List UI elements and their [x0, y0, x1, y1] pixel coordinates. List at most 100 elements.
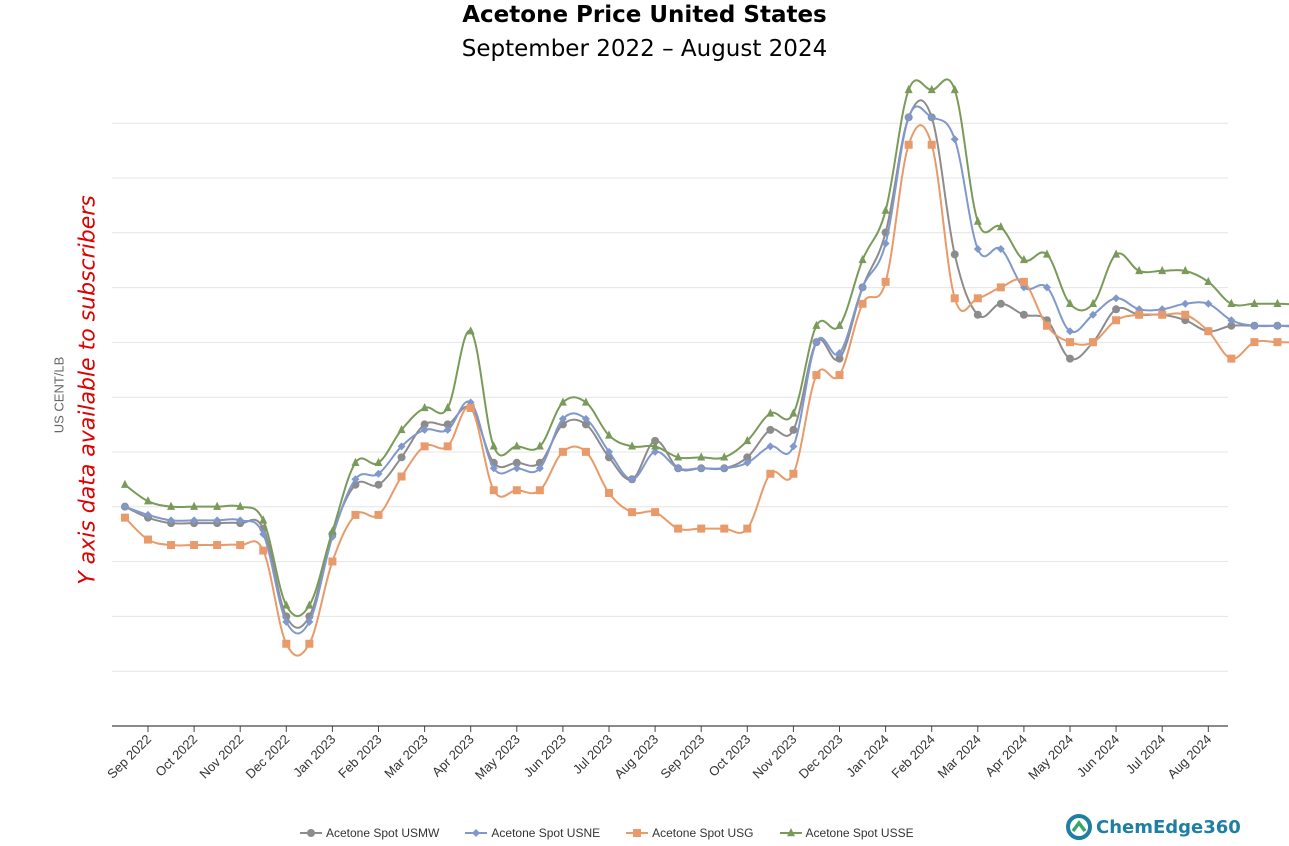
data-point	[720, 464, 729, 473]
data-point	[351, 457, 360, 466]
data-point	[535, 441, 544, 450]
data-point	[581, 397, 590, 406]
data-point	[236, 516, 245, 525]
data-point	[1227, 321, 1236, 330]
legend-item[interactable]: Acetone Spot USSE	[779, 826, 914, 840]
data-point	[605, 488, 613, 497]
data-point	[766, 442, 775, 451]
data-point	[628, 475, 637, 484]
y-axis-label: US CENT/LB	[51, 356, 67, 434]
data-point	[904, 140, 913, 149]
data-point	[374, 457, 383, 466]
series-acetone-spot-usne	[120, 105, 1289, 635]
data-point	[397, 424, 406, 434]
data-point	[697, 452, 706, 461]
legend-marker-icon	[626, 829, 649, 837]
x-tick-label: Apr 2023	[429, 732, 477, 780]
data-point	[374, 469, 383, 478]
data-point	[512, 441, 521, 450]
data-point	[1066, 298, 1074, 307]
data-point	[1112, 305, 1121, 314]
data-point	[535, 464, 544, 473]
subscriber-note: Y axis data available to subscribers	[75, 195, 101, 585]
data-point	[858, 283, 867, 292]
x-tick-label: Mar 2023	[381, 732, 430, 781]
data-point	[950, 250, 959, 259]
data-point	[420, 420, 429, 429]
data-point	[558, 447, 567, 456]
x-tick-label: Jun 2023	[521, 732, 569, 780]
data-point	[213, 501, 222, 510]
data-point	[259, 515, 268, 524]
data-point	[766, 425, 775, 434]
data-point	[973, 244, 982, 253]
data-point	[743, 524, 752, 533]
series-line	[124, 99, 1289, 629]
x-tick-label: May 2024	[1025, 732, 1076, 783]
data-point	[443, 402, 452, 412]
data-point	[443, 420, 452, 429]
gridlines	[112, 122, 1228, 672]
data-point	[904, 113, 913, 122]
data-point	[628, 508, 637, 517]
data-point	[1250, 298, 1259, 307]
chart-subtitle: September 2022 – August 2024	[461, 36, 828, 62]
data-point	[144, 535, 152, 544]
data-point	[581, 414, 590, 423]
x-tick-label: Feb 2023	[335, 732, 384, 781]
data-point	[766, 469, 775, 478]
data-point	[167, 501, 176, 510]
data-point	[1250, 338, 1259, 347]
data-point	[789, 408, 798, 417]
x-tick-label: Sep 2023	[657, 732, 707, 782]
data-point	[789, 442, 798, 451]
data-point	[950, 135, 959, 144]
x-tick-label: Jan 2024	[843, 732, 891, 780]
legend-item[interactable]: Acetone Spot USMW	[300, 826, 439, 840]
data-point	[651, 436, 660, 445]
data-point	[812, 320, 821, 329]
data-point	[236, 501, 245, 510]
data-point	[743, 453, 752, 462]
data-point	[858, 299, 867, 308]
data-point	[1250, 321, 1259, 330]
data-point	[1204, 299, 1213, 308]
legend-item[interactable]: Acetone Spot USNE	[465, 826, 600, 840]
data-point	[443, 425, 452, 434]
legend-item[interactable]: Acetone Spot USG	[626, 826, 754, 840]
data-point	[144, 510, 152, 519]
legend-marker-icon	[465, 829, 488, 837]
x-tick-label: Nov 2022	[196, 732, 246, 782]
data-point	[789, 469, 798, 478]
data-point	[1112, 316, 1121, 325]
data-point	[1089, 298, 1098, 307]
data-point	[1089, 310, 1098, 319]
series-acetone-spot-usse	[120, 78, 1289, 618]
data-point	[1019, 254, 1028, 264]
data-point	[489, 486, 498, 495]
legend-label: Acetone Spot USNE	[491, 826, 601, 840]
data-point	[512, 486, 521, 495]
x-tick-label: Oct 2022	[152, 732, 200, 780]
data-point	[674, 524, 683, 533]
data-point	[1181, 299, 1190, 308]
data-point	[466, 326, 475, 335]
data-point	[996, 283, 1005, 292]
data-point	[259, 530, 268, 539]
data-point	[120, 479, 129, 488]
data-point	[1112, 249, 1121, 258]
data-point	[950, 294, 959, 303]
data-point	[420, 402, 429, 412]
data-point	[397, 472, 406, 481]
chart-title: Acetone Price United States	[462, 2, 827, 28]
data-point	[558, 414, 567, 423]
x-tick-label: Jul 2023	[570, 732, 615, 777]
data-point	[190, 516, 199, 525]
data-point	[351, 510, 360, 519]
data-point	[973, 216, 982, 225]
series-line	[124, 124, 1289, 657]
series-acetone-spot-usmw	[120, 99, 1289, 629]
series-lines	[120, 78, 1289, 657]
data-point	[213, 516, 222, 525]
data-point	[996, 299, 1005, 308]
